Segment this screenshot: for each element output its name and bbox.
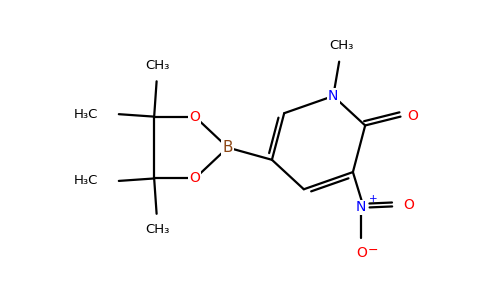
Text: O: O: [189, 172, 200, 185]
Text: CH₃: CH₃: [145, 59, 170, 72]
Text: H₃C: H₃C: [74, 108, 98, 121]
Text: O: O: [408, 109, 418, 123]
Text: O: O: [189, 110, 200, 124]
Text: N: N: [328, 89, 338, 103]
Text: O: O: [356, 246, 367, 260]
Text: CH₃: CH₃: [329, 39, 353, 52]
Text: H₃C: H₃C: [74, 174, 98, 188]
Text: B: B: [223, 140, 233, 155]
Text: O: O: [404, 199, 414, 212]
Text: +: +: [369, 194, 378, 204]
Text: N: N: [356, 200, 366, 214]
Text: CH₃: CH₃: [145, 223, 170, 236]
Text: −: −: [368, 244, 378, 257]
